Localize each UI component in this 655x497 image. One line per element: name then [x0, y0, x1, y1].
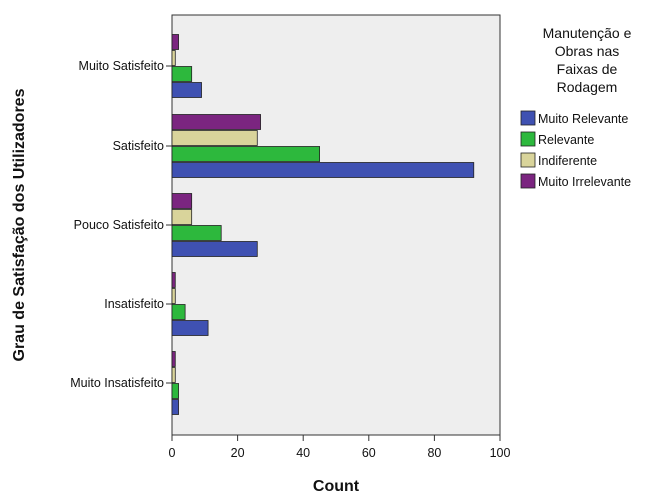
bar-indiferente-pouco-satisfeito — [171, 209, 193, 225]
legend-swatch — [520, 110, 536, 126]
x-tick-label: 20 — [231, 446, 245, 460]
y-tick-label: Satisfeito — [113, 139, 164, 153]
y-tick-label: Pouco Satisfeito — [74, 218, 164, 232]
bar-muito-relevante-muito-satisfeito — [171, 82, 202, 98]
y-tick-label: Muito Insatisfeito — [70, 376, 164, 390]
x-tick-label: 0 — [169, 446, 176, 460]
bar-muito-relevante-muito-insatisfeito — [171, 399, 179, 415]
legend-title-line: Manutenção e — [543, 25, 632, 41]
y-tick-label: Insatisfeito — [104, 297, 164, 311]
x-tick-label: 40 — [296, 446, 310, 460]
plot-area — [171, 14, 501, 436]
legend-label: Muito Irrelevante — [538, 175, 631, 189]
x-axis-title: Count — [313, 478, 360, 495]
bar-relevante-pouco-satisfeito — [171, 225, 222, 241]
legend-swatch — [520, 152, 536, 168]
legend-label: Muito Relevante — [538, 112, 628, 126]
legend-label: Relevante — [538, 133, 594, 147]
bar-muito-relevante-pouco-satisfeito — [171, 241, 258, 257]
bar-indiferente-satisfeito — [171, 130, 258, 146]
legend-swatch — [520, 173, 536, 189]
bar-indiferente-muito-satisfeito — [171, 50, 176, 66]
bars-layer — [171, 34, 475, 415]
x-tick-label: 60 — [362, 446, 376, 460]
legend-swatch — [520, 131, 536, 147]
bar-muito-irrelevante-insatisfeito — [171, 272, 176, 288]
x-tick-label: 80 — [427, 446, 441, 460]
bar-muito-relevante-insatisfeito — [171, 320, 209, 336]
legend: Manutenção e Obras nas Faixas de Rodagem Mui… — [520, 25, 632, 189]
bar-relevante-muito-satisfeito — [171, 66, 193, 82]
legend-title-line: Faixas de — [557, 61, 618, 77]
bar-muito-irrelevante-muito-satisfeito — [171, 34, 179, 50]
bar-muito-relevante-satisfeito — [171, 162, 475, 178]
y-axis-title: Grau de Satisfação dos Utilizadores — [11, 88, 28, 361]
y-tick-label: Muito Satisfeito — [79, 59, 165, 73]
bar-muito-irrelevante-muito-insatisfeito — [171, 351, 176, 367]
bar-relevante-satisfeito — [171, 146, 321, 162]
bar-indiferente-muito-insatisfeito — [171, 367, 176, 383]
bar-muito-irrelevante-satisfeito — [171, 114, 261, 130]
legend-title-line: Rodagem — [557, 79, 618, 95]
bar-relevante-insatisfeito — [171, 304, 186, 320]
x-tick-label: 100 — [490, 446, 511, 460]
axes-layer: Muito Satisfeito Satisfeito Pouco Satisfei… — [70, 59, 510, 460]
legend-label: Indiferente — [538, 154, 597, 168]
legend-title-line: Obras nas — [555, 43, 620, 59]
bar-indiferente-insatisfeito — [171, 288, 176, 304]
bar-muito-irrelevante-pouco-satisfeito — [171, 193, 193, 209]
bar-relevante-muito-insatisfeito — [171, 383, 179, 399]
